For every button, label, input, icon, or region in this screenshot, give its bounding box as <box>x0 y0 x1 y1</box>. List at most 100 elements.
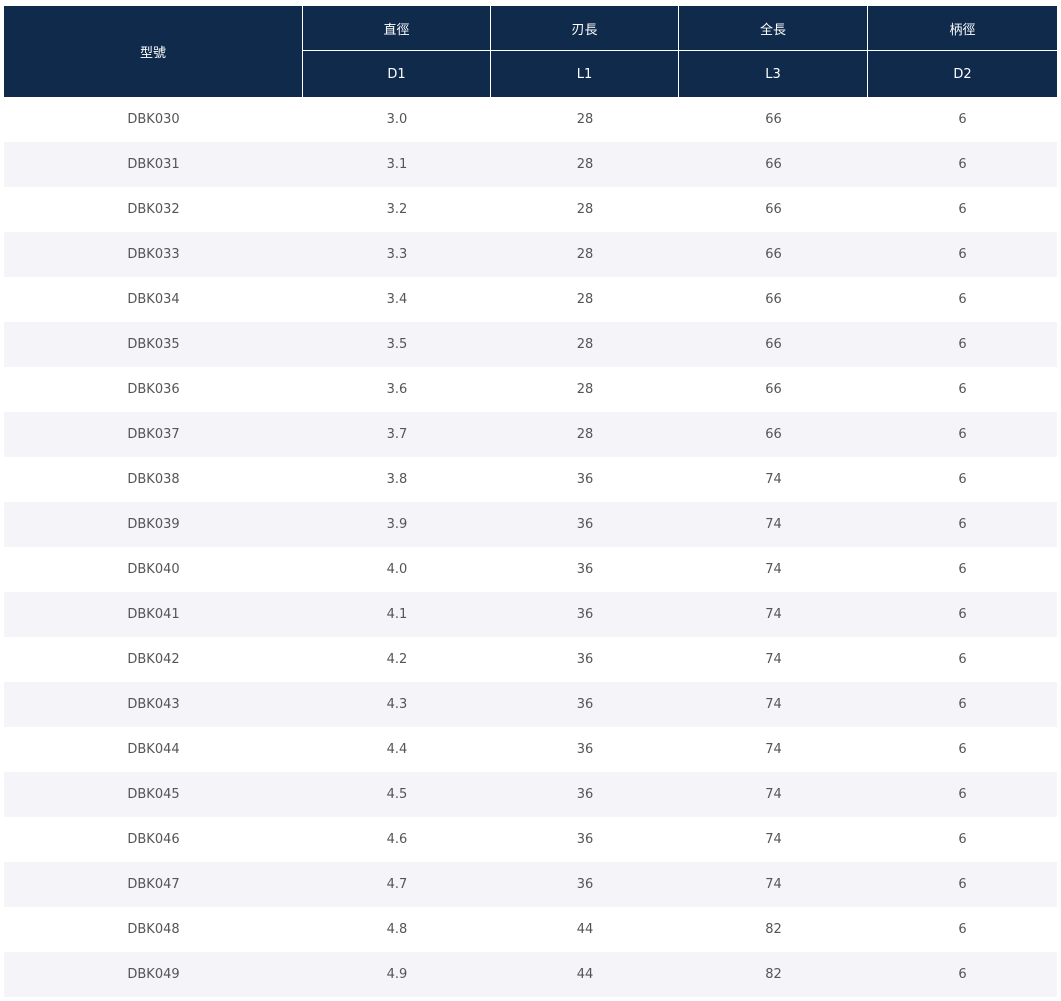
value-cell: 36 <box>576 697 594 712</box>
model-cell: DBK041 <box>127 607 180 622</box>
table-row <box>4 862 1057 907</box>
value-cell: 6 <box>958 652 967 667</box>
value-cell: 36 <box>576 607 594 622</box>
value-cell: 3.0 <box>386 112 408 127</box>
value-cell: 3.9 <box>386 517 408 532</box>
value-cell: 74 <box>765 832 782 847</box>
table-row <box>4 682 1057 727</box>
value-cell: 4.4 <box>386 742 408 757</box>
value-cell: 74 <box>765 472 782 487</box>
table-row <box>4 952 1057 997</box>
value-cell: 4.9 <box>386 967 408 982</box>
value-cell: 4.0 <box>386 562 408 577</box>
value-cell: 66 <box>765 337 782 352</box>
model-cell: DBK032 <box>127 202 180 217</box>
value-cell: 36 <box>576 472 594 487</box>
value-cell: 6 <box>958 787 967 802</box>
value-cell: 28 <box>576 247 594 262</box>
value-cell: 6 <box>958 157 967 172</box>
value-cell: 6 <box>958 112 967 127</box>
value-cell: 66 <box>765 202 782 217</box>
value-cell: 6 <box>958 337 967 352</box>
value-cell: 6 <box>958 517 967 532</box>
table-row <box>4 502 1057 547</box>
table-row <box>4 457 1057 502</box>
value-cell: 74 <box>765 562 782 577</box>
value-cell: 6 <box>958 202 967 217</box>
value-cell: 6 <box>958 382 967 397</box>
value-cell: 36 <box>576 832 594 847</box>
value-cell: 74 <box>765 787 782 802</box>
model-cell: DBK042 <box>127 652 180 667</box>
table-row <box>4 142 1057 187</box>
value-cell: 3.2 <box>386 202 408 217</box>
header-group: 柄徑 <box>868 6 1057 51</box>
model-cell: DBK043 <box>127 697 180 712</box>
value-cell: 4.8 <box>386 922 408 937</box>
value-cell: 6 <box>958 697 967 712</box>
model-cell: DBK031 <box>127 157 180 172</box>
value-cell: 74 <box>765 742 782 757</box>
value-cell: 28 <box>576 382 594 397</box>
model-cell: DBK047 <box>127 877 180 892</box>
value-cell: 3.5 <box>386 337 408 352</box>
value-cell: 66 <box>765 112 782 127</box>
table-row <box>4 97 1057 142</box>
value-cell: 4.3 <box>386 697 408 712</box>
value-cell: 66 <box>765 157 782 172</box>
value-cell: 4.6 <box>386 832 408 847</box>
value-cell: 4.7 <box>386 877 408 892</box>
value-cell: 28 <box>576 157 594 172</box>
value-cell: 36 <box>576 562 594 577</box>
value-cell: 36 <box>576 877 594 892</box>
table-row <box>4 592 1057 637</box>
header-code: D2 <box>868 51 1057 97</box>
table-row <box>4 907 1057 952</box>
value-cell: 6 <box>958 427 967 442</box>
header-code: L1 <box>491 51 679 97</box>
model-cell: DBK038 <box>127 472 180 487</box>
header-group: 直徑 <box>303 6 491 51</box>
model-cell: DBK037 <box>127 427 180 442</box>
model-cell: DBK044 <box>127 742 180 757</box>
value-cell: 6 <box>958 472 967 487</box>
header-code: L3 <box>679 51 868 97</box>
model-cell: DBK049 <box>127 967 180 982</box>
value-cell: 6 <box>958 967 967 982</box>
value-cell: 3.4 <box>386 292 408 307</box>
model-cell: DBK045 <box>127 787 180 802</box>
value-cell: 6 <box>958 292 967 307</box>
table-row <box>4 187 1057 232</box>
table-row <box>4 547 1057 592</box>
value-cell: 36 <box>576 742 594 757</box>
value-cell: 36 <box>576 517 594 532</box>
model-cell: DBK040 <box>127 562 180 577</box>
value-cell: 74 <box>765 517 782 532</box>
value-cell: 28 <box>576 202 594 217</box>
value-cell: 6 <box>958 877 967 892</box>
value-cell: 66 <box>765 247 782 262</box>
header-group: 刃長 <box>491 6 679 51</box>
value-cell: 44 <box>576 922 594 937</box>
value-cell: 74 <box>765 607 782 622</box>
value-cell: 3.3 <box>386 247 408 262</box>
model-cell: DBK035 <box>127 337 180 352</box>
model-cell: DBK046 <box>127 832 180 847</box>
table-row <box>4 277 1057 322</box>
header-code: D1 <box>303 51 491 97</box>
value-cell: 66 <box>765 427 782 442</box>
value-cell: 6 <box>958 832 967 847</box>
value-cell: 82 <box>765 922 782 937</box>
table-row <box>4 727 1057 772</box>
table-row <box>4 412 1057 457</box>
value-cell: 6 <box>958 922 967 937</box>
value-cell: 28 <box>576 427 594 442</box>
value-cell: 6 <box>958 247 967 262</box>
value-cell: 66 <box>765 292 782 307</box>
value-cell: 74 <box>765 877 782 892</box>
value-cell: 4.1 <box>386 607 408 622</box>
header-group: 全長 <box>679 6 868 51</box>
value-cell: 3.8 <box>386 472 408 487</box>
model-cell: DBK034 <box>127 292 180 307</box>
value-cell: 44 <box>576 967 594 982</box>
